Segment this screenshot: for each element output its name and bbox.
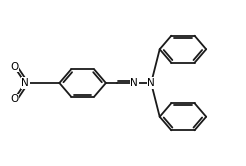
Text: N: N [21, 78, 29, 88]
Text: N: N [147, 78, 155, 88]
Text: N: N [130, 78, 138, 88]
Text: O: O [10, 62, 18, 72]
Text: O: O [10, 94, 18, 104]
